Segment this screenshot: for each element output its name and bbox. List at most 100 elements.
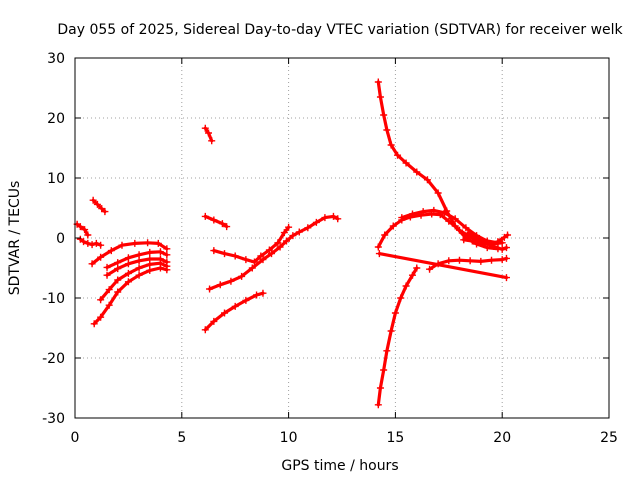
data-point [135,271,143,279]
data-point [92,239,100,247]
data-point [381,231,389,239]
x-tick-label: 20 [493,430,511,446]
y-tick-label: 0 [56,231,65,247]
data-point [460,236,468,244]
data-point [114,259,122,267]
data-point [268,250,276,258]
data-point [124,269,132,277]
series-arc-r [426,254,510,273]
data-point [103,271,111,279]
data-traces [73,78,512,409]
data-point [76,223,84,231]
data-point [88,260,96,268]
series-arc-a [73,220,92,239]
data-point [408,271,416,279]
data-point [257,252,265,260]
data-point [376,384,384,392]
data-point [231,302,239,310]
data-point [114,265,122,273]
data-point [380,366,388,374]
data-point [81,226,89,234]
data-point [426,265,434,273]
data-point [376,93,384,101]
data-point [90,320,98,328]
data-point [413,264,421,272]
y-tick-label: 10 [47,171,65,187]
data-point [383,126,391,134]
series-arc-l [210,223,293,266]
data-point [218,220,226,228]
data-point [156,255,164,263]
data-point [413,168,421,176]
data-point [201,326,209,334]
data-point [387,327,395,335]
data-point [223,223,231,231]
data-point [221,250,229,258]
data-point [114,288,122,296]
data-point [481,238,489,246]
data-point [89,196,97,204]
series-arc-k [206,212,342,293]
series-arc-o [374,264,421,409]
data-point [210,216,218,224]
data-point [84,231,92,239]
data-point [282,237,290,245]
data-point [103,263,111,271]
data-point [146,248,154,256]
data-point [118,241,126,249]
x-axis-label: GPS time / hours [281,458,398,474]
series-line [377,252,509,280]
data-point [276,243,284,251]
data-point [451,215,459,223]
series-arc-m [201,289,267,334]
data-point [494,238,502,246]
series-line [208,214,340,291]
data-point [265,246,273,254]
data-point [389,222,397,230]
data-point [97,296,105,304]
data-point [114,276,122,284]
data-point [253,291,261,299]
data-point [163,258,171,266]
data-point [93,200,101,208]
data-point [445,257,453,265]
data-point [97,313,105,321]
y-tick-label: -30 [42,411,65,427]
data-point [201,212,209,220]
data-point [210,247,218,255]
data-point [97,241,105,249]
chart-title: Day 055 of 2025, Sidereal Day-to-day VTE… [57,22,623,38]
data-point [274,239,282,247]
data-point [498,245,506,253]
data-point [124,260,132,268]
data-point [242,256,250,264]
data-point [380,111,388,119]
data-point [455,256,463,264]
data-point [163,245,171,253]
data-point [304,224,312,232]
data-point [135,257,143,265]
data-point [156,248,164,256]
grid-lines [75,58,609,418]
y-tick-label: 20 [47,111,65,127]
data-point [154,239,162,247]
data-point [242,296,250,304]
data-point [502,244,510,252]
data-point [124,278,132,286]
data-point [135,264,143,272]
data-point [498,256,506,264]
data-point [502,254,510,262]
data-point [144,239,152,247]
data-point [201,124,209,132]
series-line [400,208,500,245]
data-point [462,224,470,232]
data-point [387,141,395,149]
data-point [391,309,399,317]
data-point [135,251,143,259]
data-point [84,239,92,247]
data-point [473,233,481,241]
data-point [131,239,139,247]
data-point [402,282,410,290]
series-line [376,266,419,407]
